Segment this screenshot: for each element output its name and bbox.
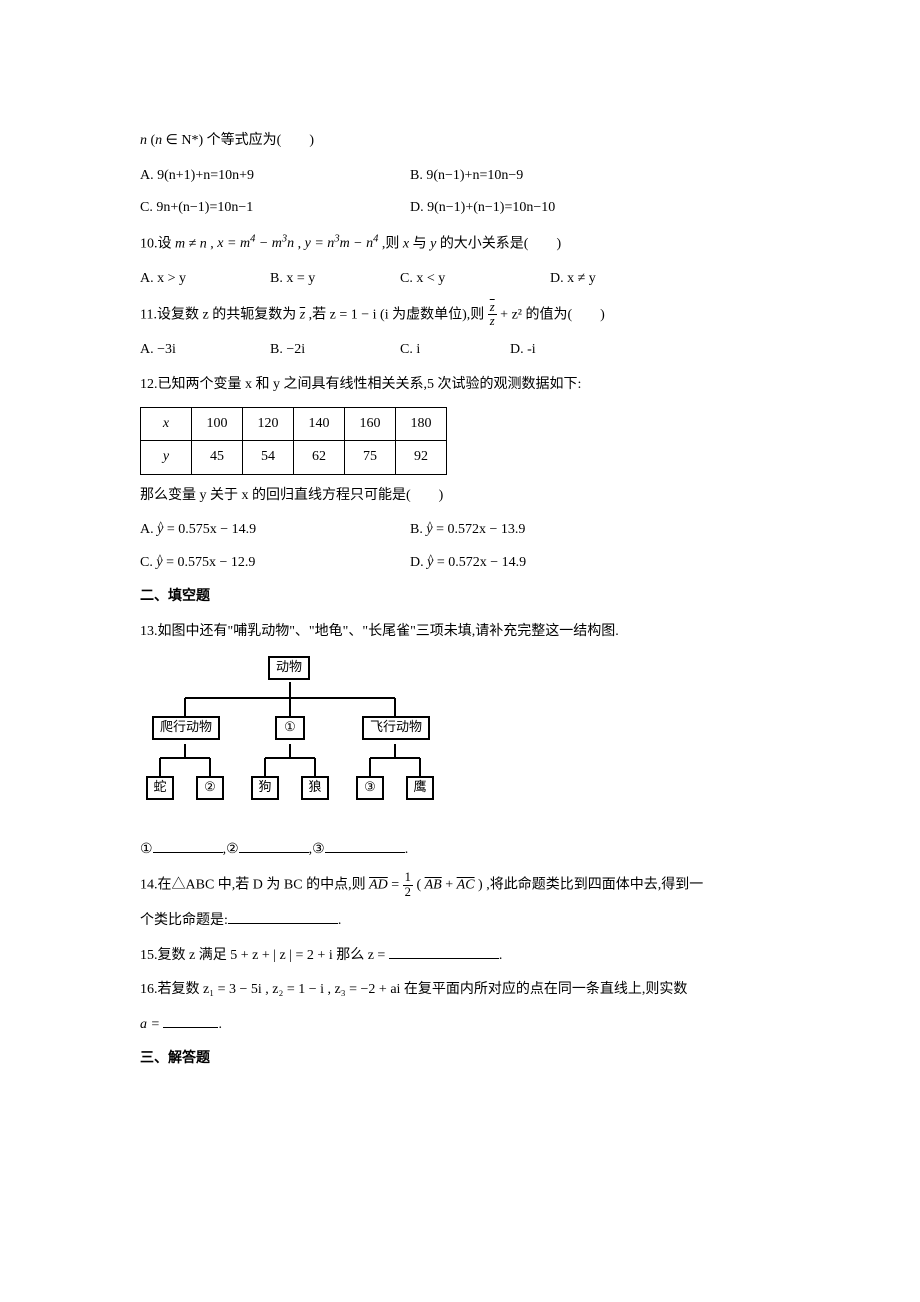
node-rr: 鹰 bbox=[406, 776, 434, 800]
q16-line1: 16.若复数 z₁ = 3 − 5i , z₂ = 1 − i , z₃ = −… bbox=[140, 977, 790, 1004]
node-r: 飞行动物 bbox=[362, 716, 430, 740]
opt-B: B. 9(n−1)+n=10n−9 bbox=[410, 163, 523, 190]
blank-q15[interactable] bbox=[389, 944, 499, 959]
node-root: 动物 bbox=[268, 656, 310, 680]
section-2-heading: 二、填空题 bbox=[140, 584, 790, 611]
blank-1[interactable] bbox=[153, 838, 223, 853]
q12-C: C. y = 0.575x − 12.9 bbox=[140, 550, 410, 577]
blank-q14[interactable] bbox=[228, 909, 338, 924]
q12-D: D. y = 0.572x − 14.9 bbox=[410, 550, 526, 577]
q11-opts: A. −3i B. −2i C. i D. -i bbox=[140, 337, 790, 364]
node-ll: 蛇 bbox=[146, 776, 174, 800]
q14-line2: 个类比命题是:. bbox=[140, 908, 790, 935]
q11-B: B. −2i bbox=[270, 337, 400, 364]
node-m: ① bbox=[275, 716, 305, 740]
x-label: x bbox=[141, 407, 192, 441]
blank-3[interactable] bbox=[325, 838, 405, 853]
q10-D: D. x ≠ y bbox=[550, 266, 680, 293]
node-ml: 狗 bbox=[251, 776, 279, 800]
node-lr: ② bbox=[196, 776, 224, 800]
section-3-heading: 三、解答题 bbox=[140, 1046, 790, 1073]
q-cont-stem: n (n ∈ N*) 个等式应为( ) bbox=[140, 128, 790, 155]
q-cont-row2: C. 9n+(n−1)=10n−1 D. 9(n−1)+(n−1)=10n−10 bbox=[140, 195, 790, 222]
q11-D: D. -i bbox=[510, 337, 640, 364]
q10-B: B. x = y bbox=[270, 266, 400, 293]
q12-post: 那么变量 y 关于 x 的回归直线方程只可能是( ) bbox=[140, 483, 790, 510]
q-cont-row1: A. 9(n+1)+n=10n+9 B. 9(n−1)+n=10n−9 bbox=[140, 163, 790, 190]
q12-row1: A. y = 0.575x − 14.9 B. y = 0.572x − 13.… bbox=[140, 517, 790, 544]
q14-line1: 14.在△ABC 中,若 D 为 BC 的中点,则 AD = 12 ( AB +… bbox=[140, 871, 790, 900]
q10-opts: A. x > y B. x = y C. x < y D. x ≠ y bbox=[140, 266, 790, 293]
q10-A: A. x > y bbox=[140, 266, 270, 293]
node-mr: 狼 bbox=[301, 776, 329, 800]
q11-A: A. −3i bbox=[140, 337, 270, 364]
opt-A: A. 9(n+1)+n=10n+9 bbox=[140, 163, 410, 190]
q13-stem: 13.如图中还有"哺乳动物"、"地龟"、"长尾雀"三项未填,请补充完整这一结构图… bbox=[140, 619, 790, 646]
blank-q16[interactable] bbox=[163, 1013, 218, 1028]
q12-row2: C. y = 0.575x − 12.9 D. y = 0.572x − 14.… bbox=[140, 550, 790, 577]
opt-C: C. 9n+(n−1)=10n−1 bbox=[140, 195, 410, 222]
q12-table: x 100 120 140 160 180 y 45 54 62 75 92 bbox=[140, 407, 447, 475]
q12-stem: 12.已知两个变量 x 和 y 之间具有线性相关关系,5 次试验的观测数据如下: bbox=[140, 372, 790, 399]
q13-blanks: ①,②,③. bbox=[140, 837, 790, 864]
q12-B: B. y = 0.572x − 13.9 bbox=[410, 517, 525, 544]
q12-A: A. y = 0.575x − 14.9 bbox=[140, 517, 410, 544]
q15: 15.复数 z 满足 5 + z + | z | = 2 + i 那么 z = … bbox=[140, 943, 790, 970]
q10-stem: 10.设 m ≠ n , x = m4 − m3n , y = n3m − n4… bbox=[140, 230, 790, 258]
q10-C: C. x < y bbox=[400, 266, 550, 293]
blank-2[interactable] bbox=[239, 838, 309, 853]
q16-line2: a = . bbox=[140, 1012, 790, 1039]
opt-D: D. 9(n−1)+(n−1)=10n−10 bbox=[410, 195, 555, 222]
node-l: 爬行动物 bbox=[152, 716, 220, 740]
q11-C: C. i bbox=[400, 337, 510, 364]
node-rl: ③ bbox=[356, 776, 384, 800]
q11-stem: 11.设复数 z 的共轭复数为 z ,若 z = 1 − i (i 为虚数单位)… bbox=[140, 301, 790, 330]
y-label: y bbox=[141, 441, 192, 475]
q13-diagram: 动物 爬行动物 ① 飞行动物 蛇 ② 狗 狼 ③ 鹰 bbox=[140, 654, 790, 829]
